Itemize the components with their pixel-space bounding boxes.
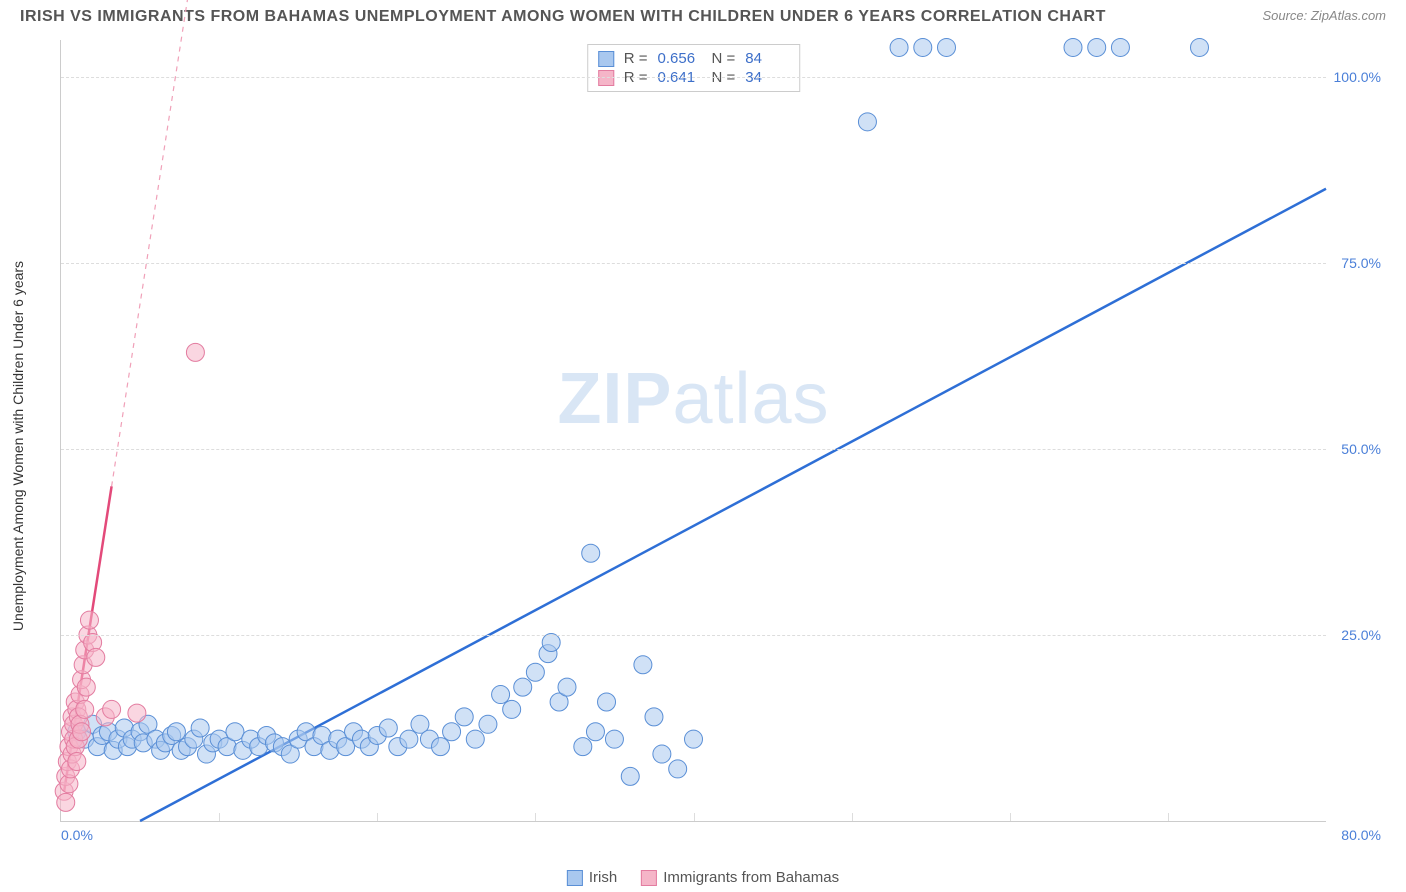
data-point	[77, 678, 95, 696]
data-point	[582, 544, 600, 562]
n-value: 84	[745, 50, 789, 67]
data-point	[526, 663, 544, 681]
header: IRISH VS IMMIGRANTS FROM BAHAMAS UNEMPLO…	[0, 0, 1406, 30]
series-swatch	[598, 51, 614, 67]
data-point	[226, 723, 244, 741]
x-tick-min: 0.0%	[61, 827, 93, 843]
legend: Irish Immigrants from Bahamas	[567, 869, 839, 886]
y-tick-label: 100.0%	[1334, 69, 1381, 85]
data-point	[938, 38, 956, 56]
data-point	[634, 656, 652, 674]
data-point	[586, 723, 604, 741]
legend-swatch	[641, 870, 657, 886]
data-point	[669, 760, 687, 778]
x-tick-mark	[1168, 813, 1169, 821]
data-point	[645, 708, 663, 726]
legend-item: Immigrants from Bahamas	[641, 869, 839, 886]
x-tick-mark	[852, 813, 853, 821]
data-point	[103, 700, 121, 718]
hgridline	[61, 635, 1326, 636]
n-label: N =	[712, 50, 736, 67]
legend-item: Irish	[567, 869, 617, 886]
data-point	[1088, 38, 1106, 56]
data-point	[167, 723, 185, 741]
legend-swatch	[567, 870, 583, 886]
data-point	[379, 719, 397, 737]
data-point	[914, 38, 932, 56]
legend-label: Irish	[589, 869, 617, 886]
data-point	[443, 723, 461, 741]
data-point	[191, 719, 209, 737]
chart-title: IRISH VS IMMIGRANTS FROM BAHAMAS UNEMPLO…	[20, 8, 1106, 26]
data-point	[87, 648, 105, 666]
data-point	[186, 343, 204, 361]
hgridline	[61, 263, 1326, 264]
data-point	[605, 730, 623, 748]
plot-svg	[61, 40, 1326, 821]
r-value: 0.656	[658, 50, 702, 67]
plot-wrap: ZIPatlas R =0.656N =84R =0.641N =34 0.0%…	[60, 40, 1386, 842]
data-point	[466, 730, 484, 748]
data-point	[558, 678, 576, 696]
trendline	[140, 189, 1326, 821]
data-point	[128, 704, 146, 722]
data-point	[858, 113, 876, 131]
legend-label: Immigrants from Bahamas	[663, 869, 839, 886]
data-point	[542, 633, 560, 651]
source-label: Source: ZipAtlas.com	[1262, 8, 1386, 23]
data-point	[514, 678, 532, 696]
x-tick-mark	[219, 813, 220, 821]
data-point	[503, 700, 521, 718]
data-point	[890, 38, 908, 56]
hgridline	[61, 77, 1326, 78]
data-point	[653, 745, 671, 763]
data-point	[492, 686, 510, 704]
x-tick-mark	[1010, 813, 1011, 821]
y-tick-label: 75.0%	[1341, 255, 1381, 271]
x-tick-mark	[535, 813, 536, 821]
y-tick-label: 25.0%	[1341, 627, 1381, 643]
hgridline	[61, 449, 1326, 450]
data-point	[68, 752, 86, 770]
trendline-extrapolated	[112, 0, 251, 486]
x-tick-mark	[694, 813, 695, 821]
data-point	[57, 793, 75, 811]
x-tick-mark	[377, 813, 378, 821]
y-tick-label: 50.0%	[1341, 441, 1381, 457]
r-label: R =	[624, 50, 648, 67]
data-point	[432, 738, 450, 756]
stats-box: R =0.656N =84R =0.641N =34	[587, 44, 801, 92]
data-point	[1191, 38, 1209, 56]
data-point	[1111, 38, 1129, 56]
data-point	[685, 730, 703, 748]
data-point	[73, 723, 91, 741]
y-axis-label: Unemployment Among Women with Children U…	[10, 261, 26, 631]
data-point	[455, 708, 473, 726]
plot-area: ZIPatlas R =0.656N =84R =0.641N =34 0.0%…	[60, 40, 1326, 822]
x-tick-max: 80.0%	[1341, 827, 1381, 843]
data-point	[598, 693, 616, 711]
data-point	[479, 715, 497, 733]
data-point	[621, 767, 639, 785]
data-point	[574, 738, 592, 756]
data-point	[76, 700, 94, 718]
data-point	[1064, 38, 1082, 56]
stats-row: R = 0.656 N = 84	[598, 49, 790, 68]
data-point	[80, 611, 98, 629]
data-point	[400, 730, 418, 748]
